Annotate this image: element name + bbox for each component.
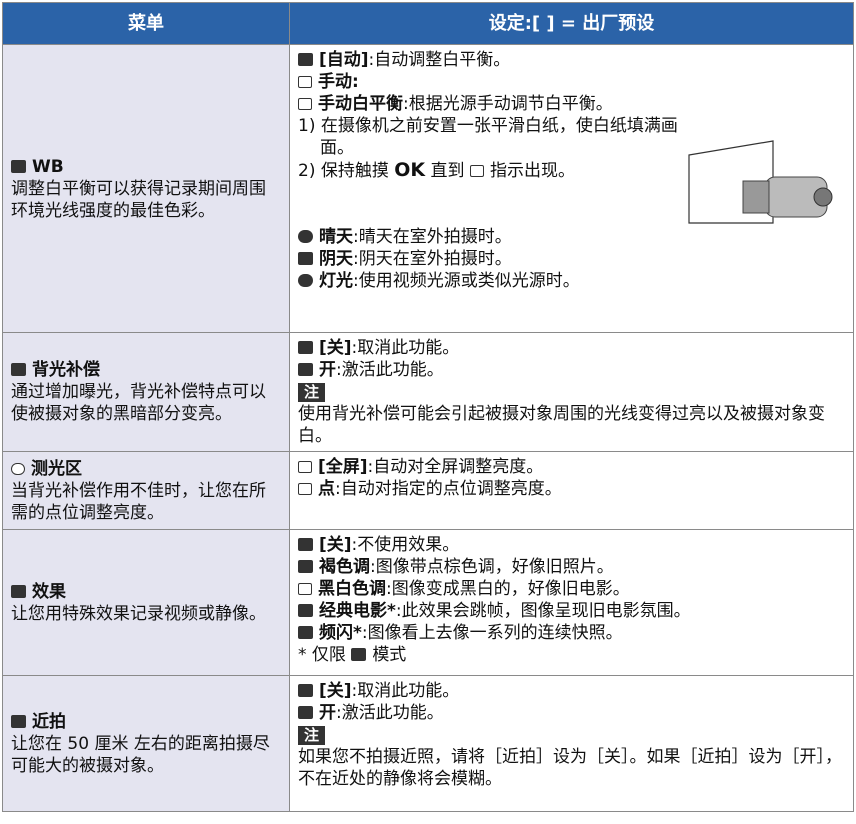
settings-cell: [关]:不使用效果。 褐色调:图像带点棕色调，好像旧照片。 黑白色调:图像变成黑… (289, 529, 854, 676)
settings-cell: [自动]:自动调整白平衡。 手动: 手动白平衡:根据光源手动调节白平衡。 1) … (289, 44, 854, 333)
step: 指示出现。 (489, 161, 575, 181)
item-text: :图像变成黑白的，好像旧电影。 (386, 579, 630, 599)
item-label: 点 (318, 479, 335, 499)
item-label: 灯光 (319, 271, 353, 291)
menu-desc: 通过增加曝光，背光补偿特点可以使被摄对象的黑暗部分变亮。 (11, 382, 266, 424)
item-label: 手动白平衡 (318, 94, 403, 114)
note: 使用背光补偿可能会引起被摄对象周围的光线变得过亮以及被摄对象变白。 (298, 404, 825, 446)
menu-cell: 效果 让您用特殊效果记录视频或静像。 (2, 529, 290, 676)
step: 直到 (430, 161, 465, 181)
item-text: :激活此功能。 (336, 360, 444, 380)
settings-cell: [关]:取消此功能。 开:激活此功能。 注 使用背光补偿可能会引起被摄对象周围的… (289, 332, 854, 452)
note-label: 注 (298, 726, 326, 745)
menu-title: WB (32, 156, 64, 177)
menu-desc: 调整白平衡可以获得记录期间周围环境光线强度的最佳色彩。 (11, 178, 266, 221)
item-label: [关] (319, 338, 352, 358)
camera-illustration (688, 140, 833, 224)
note: 如果您不拍摄近照，请将［近拍］设为［关］。如果［近拍］设为［开］，不在近处的静像… (298, 747, 842, 789)
header: 菜单 (2, 2, 290, 45)
item-label: 手动: (318, 72, 359, 92)
item-text: :自动对指定的点位调整亮度。 (335, 479, 562, 499)
item-text: :阴天在室外拍摄时。 (353, 249, 512, 269)
item-text: :使用视频光源或类似光源时。 (353, 271, 580, 291)
menu-cell: 近拍 让您在 50 厘米 左右的距离拍摄尽可能大的被摄对象。 (2, 675, 290, 812)
item-label: 黑白色调 (318, 579, 386, 599)
item-label: [自动] (319, 50, 369, 70)
menu-cell: 测光区 当背光补偿作用不佳时，让您在所需的点位调整亮度。 (2, 451, 290, 530)
item-label: 褐色调 (319, 557, 370, 577)
settings-table: 菜单 设定:[ ] = 出厂预设 WB 调整白平衡可以获得记录期间周围环境光线强度的… (2, 2, 854, 812)
item-label: 开 (319, 703, 336, 723)
item-label: [全屏] (318, 457, 368, 477)
menu-title: 测光区 (31, 458, 82, 479)
menu-title: 近拍 (32, 711, 66, 732)
item-text: :此效果会跳帧，图像呈现旧电影氛围。 (395, 601, 691, 621)
item-text: :自动对全屏调整亮度。 (367, 457, 544, 477)
item-text: :图像看上去像一系列的连续快照。 (361, 623, 623, 643)
menu-cell: 背光补偿 通过增加曝光，背光补偿特点可以使被摄对象的黑暗部分变亮。 (2, 332, 290, 452)
item-text: :晴天在室外拍摄时。 (353, 227, 512, 247)
item-label: 经典电影* (319, 601, 396, 621)
item-text: :取消此功能。 (351, 681, 460, 701)
menu-desc: 让您在 50 厘米 左右的距离拍摄尽可能大的被摄对象。 (11, 733, 270, 776)
footnote: 模式 (372, 645, 407, 665)
item-text: :取消此功能。 (351, 338, 460, 358)
note-label: 注 (298, 383, 326, 402)
menu-title: 效果 (32, 581, 66, 602)
item-label: [关] (319, 681, 352, 701)
step: 1) 在摄像机之前安置一张平滑白纸，使白纸填满画面。 (298, 116, 678, 158)
item-label: 晴天 (319, 227, 353, 247)
footnote: * 仅限 (298, 645, 346, 665)
menu-title: 背光补偿 (32, 360, 100, 380)
menu-desc: 当背光补偿作用不佳时，让您在所需的点位调整亮度。 (11, 480, 266, 523)
step: 2) 保持触摸 (298, 161, 389, 181)
settings-cell: [全屏]:自动对全屏调整亮度。 点:自动对指定的点位调整亮度。 (289, 451, 854, 530)
item-label: [关] (319, 535, 352, 555)
key: OK (394, 159, 426, 181)
menu-desc: 让您用特殊效果记录视频或静像。 (11, 603, 266, 624)
item-label: 开 (319, 360, 336, 380)
item-text: :自动调整白平衡。 (368, 50, 511, 70)
item-text: :根据光源手动调节白平衡。 (403, 94, 613, 114)
settings-cell: [关]:取消此功能。 开:激活此功能。 注 如果您不拍摄近照，请将［近拍］设为［… (289, 675, 854, 812)
item-text: :图像带点棕色调，好像旧照片。 (370, 557, 614, 577)
item-label: 频闪* (319, 623, 362, 643)
item-text: :不使用效果。 (351, 535, 460, 555)
menu-cell: WB 调整白平衡可以获得记录期间周围环境光线强度的最佳色彩。 (2, 44, 290, 333)
header: 设定:[ ] = 出厂预设 (289, 2, 854, 45)
item-label: 阴天 (319, 249, 353, 269)
item-text: :激活此功能。 (336, 703, 444, 723)
